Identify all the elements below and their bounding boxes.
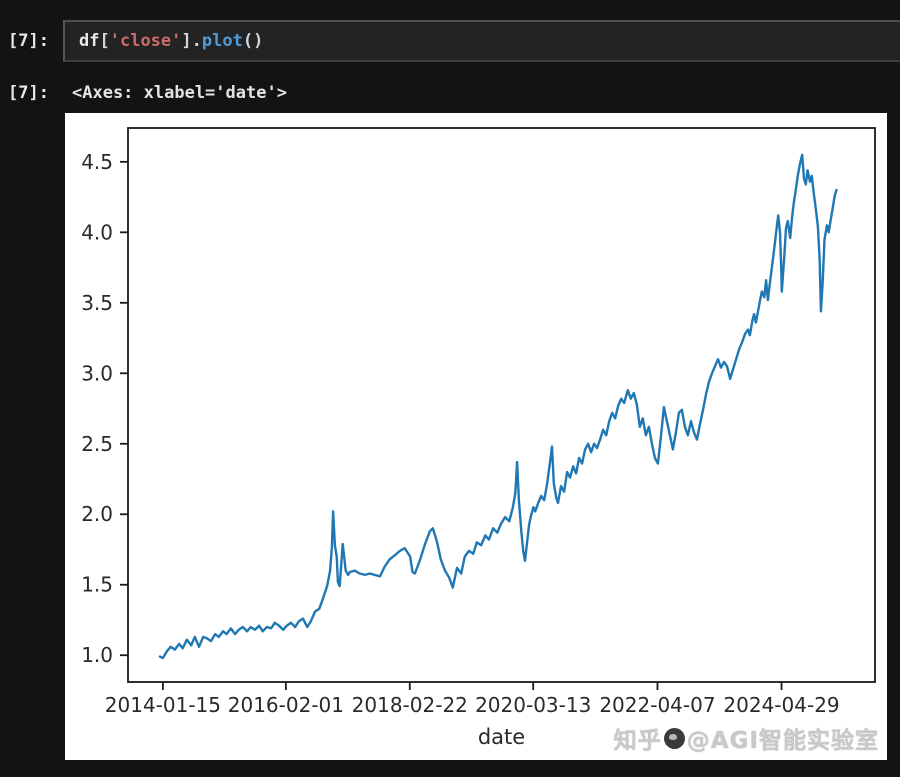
svg-text:2.0: 2.0 — [81, 502, 113, 526]
output-text-repr: <Axes: xlabel='date'> — [72, 83, 287, 103]
code-token-df: df — [79, 31, 100, 51]
code-token-close-bracket: ] — [181, 31, 192, 51]
svg-text:4.0: 4.0 — [81, 220, 113, 244]
output-execution-count: [7]: — [8, 83, 49, 103]
svg-text:3.5: 3.5 — [81, 291, 113, 315]
code-token-plot: plot — [201, 31, 243, 51]
code-cell-editor[interactable]: df['close'].plot() — [63, 20, 900, 62]
svg-text:2016-02-01: 2016-02-01 — [228, 693, 344, 717]
svg-text:2024-04-29: 2024-04-29 — [723, 693, 839, 717]
watermark-handle: @AGI智能实验室 — [686, 728, 879, 754]
svg-text:2014-01-15: 2014-01-15 — [105, 693, 221, 717]
code-token-open-bracket: [ — [99, 31, 110, 51]
svg-text:2018-02-22: 2018-02-22 — [352, 693, 468, 717]
watermark: 知乎 @AGI智能实验室 — [614, 721, 879, 755]
svg-text:3.0: 3.0 — [81, 361, 113, 385]
close-price-line-chart: 1.0 1.5 2.0 2.5 3.0 3.5 4.0 4.5 2014-01-15 2016-0… — [81, 127, 876, 749]
watermark-site: 知乎 — [613, 728, 662, 754]
svg-text:2020-03-13: 2020-03-13 — [475, 693, 591, 717]
svg-text:4.5: 4.5 — [81, 150, 113, 174]
code-token-dot: . — [191, 31, 202, 51]
code-token-string-close: 'close' — [109, 31, 182, 51]
cell-execution-count: [7]: — [8, 31, 49, 51]
x-axis-label: date — [478, 725, 525, 749]
svg-text:1.5: 1.5 — [81, 573, 113, 597]
code-line: df['close'].plot() — [79, 31, 263, 51]
svg-text:2.5: 2.5 — [81, 432, 113, 456]
matplotlib-figure: 1.0 1.5 2.0 2.5 3.0 3.5 4.0 4.5 2014-01-15 2016-0… — [65, 113, 887, 760]
zhihu-logo-icon — [663, 727, 685, 749]
code-token-parens: () — [242, 31, 264, 51]
svg-text:1.0: 1.0 — [81, 643, 113, 667]
svg-text:2022-04-07: 2022-04-07 — [599, 693, 715, 717]
